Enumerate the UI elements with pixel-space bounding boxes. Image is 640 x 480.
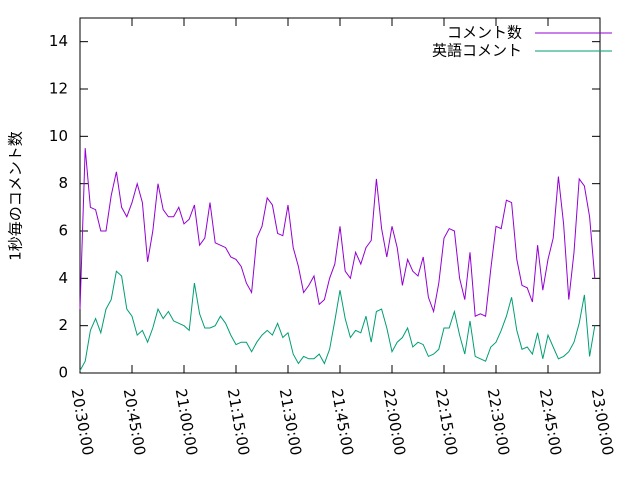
x-tick-label: 22:00:00 xyxy=(380,387,409,456)
x-tick-label: 22:30:00 xyxy=(484,387,513,456)
y-tick-label: 4 xyxy=(58,269,68,287)
y-tick-label: 8 xyxy=(58,174,68,192)
y-tick-label: 0 xyxy=(58,364,68,382)
legend-label: コメント数 xyxy=(447,24,522,42)
x-tick-label: 20:45:00 xyxy=(120,387,149,456)
y-tick-label: 12 xyxy=(49,80,68,98)
legend-label: 英語コメント xyxy=(432,42,522,60)
x-tick-label: 21:15:00 xyxy=(224,387,253,456)
y-tick-label: 2 xyxy=(58,316,68,334)
x-tick-label: 21:00:00 xyxy=(172,387,201,456)
y-tick-label: 10 xyxy=(49,127,68,145)
x-tick-label: 23:00:00 xyxy=(588,387,617,456)
y-axis-label: 1秒毎のコメント数 xyxy=(7,131,25,261)
series-line xyxy=(79,270,596,371)
series-line xyxy=(79,148,596,317)
x-tick-label: 21:45:00 xyxy=(328,387,357,456)
y-tick-label: 6 xyxy=(58,222,68,240)
y-tick-label: 14 xyxy=(49,32,68,50)
x-tick-label: 21:30:00 xyxy=(276,387,305,456)
x-tick-label: 22:45:00 xyxy=(536,387,565,456)
plot-border xyxy=(79,17,601,374)
x-tick-label: 22:15:00 xyxy=(432,387,461,456)
x-tick-label: 20:30:00 xyxy=(68,387,97,456)
